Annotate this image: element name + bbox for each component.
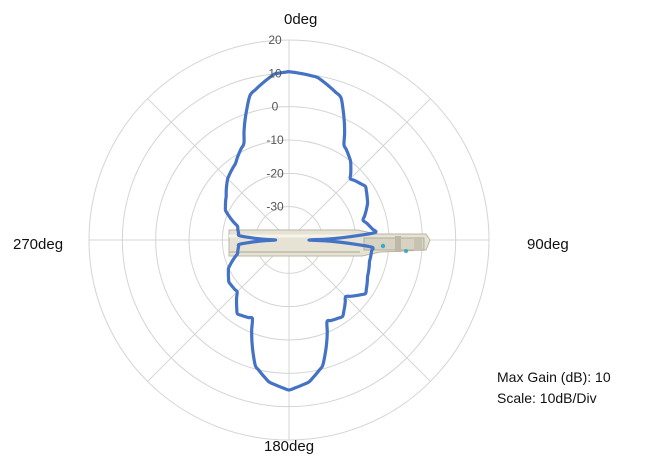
radial-tick-label: 0 (272, 100, 279, 114)
grid-spoke (288, 98, 431, 241)
radial-tick-label: 20 (268, 33, 282, 47)
radial-tick-label: -30 (266, 200, 284, 214)
radial-tick-label: -10 (266, 133, 284, 147)
scale-label: Scale: 10dB/Div (497, 390, 597, 406)
angle-label-180deg: 180deg (264, 438, 314, 455)
max-gain-label: Max Gain (dB): 10 (497, 369, 611, 385)
grid-spoke (147, 239, 290, 382)
angle-label-90deg: 90deg (527, 236, 569, 253)
angle-label-0deg: 0deg (284, 11, 317, 28)
grid-spoke (147, 98, 290, 241)
radial-tick-labels: 20 10 0 -10 -20 -30 (266, 33, 284, 214)
radial-tick-label: 10 (268, 66, 282, 80)
angle-label-270deg: 270deg (13, 236, 63, 253)
gain-pattern-line (223, 70, 378, 392)
radial-tick-label: -20 (266, 166, 284, 180)
gain-pattern (223, 70, 378, 392)
antenna-device-image (228, 229, 431, 257)
grid-spoke (288, 239, 431, 382)
